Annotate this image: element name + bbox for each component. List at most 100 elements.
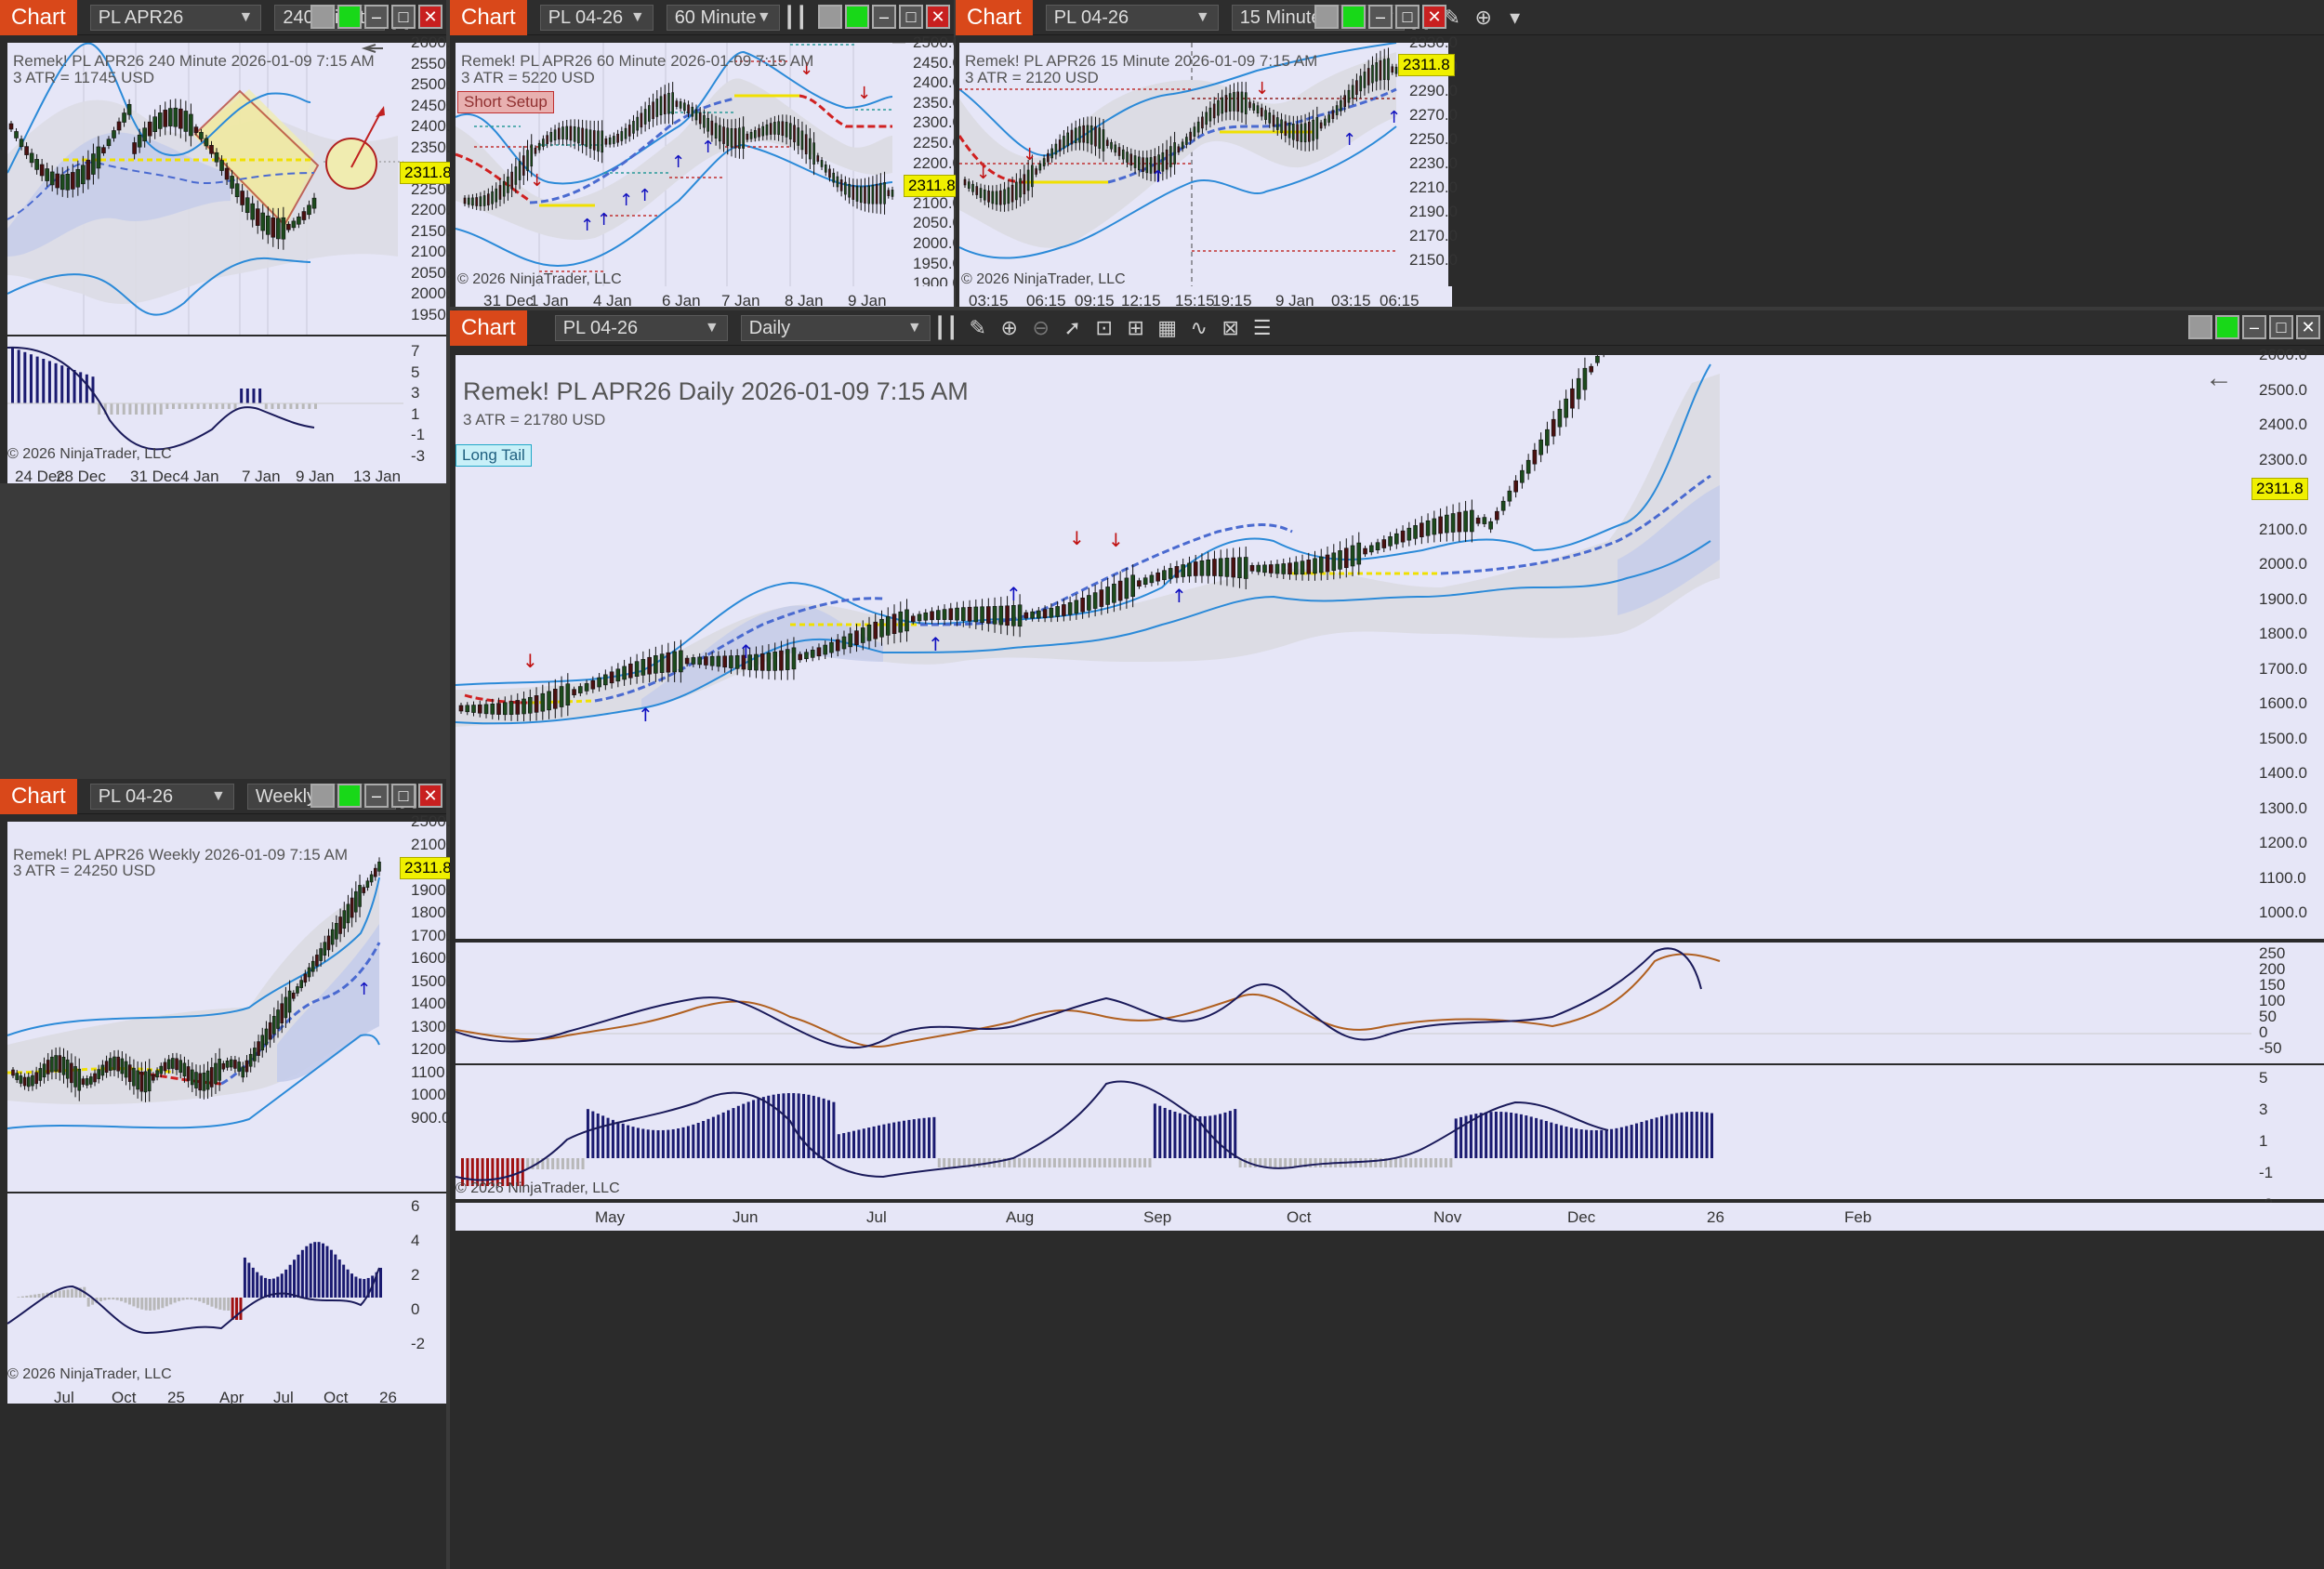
back-arrow-icon[interactable]: ←: [2205, 363, 2233, 393]
price-chart-weekly: ↑: [7, 857, 381, 1129]
data-box-icon[interactable]: ⊡: [1095, 315, 1113, 339]
time-axis[interactable]: May Jun Jul Aug Sep Oct Nov Dec 26 Feb: [456, 1203, 2324, 1231]
instrument-selector[interactable]: PL 04-26 ▼: [554, 314, 728, 341]
time-axis[interactable]: Jul Oct 25 Apr Jul Oct 26: [7, 1383, 446, 1406]
oscillator-panel[interactable]: © 2026 NinjaTrader, LLC: [7, 1193, 403, 1383]
oscillator-panel-2[interactable]: © 2026 NinjaTrader, LLC: [456, 1065, 2251, 1199]
time-tick-label: 26: [1707, 1208, 1724, 1226]
svg-text:↑: ↑: [580, 216, 594, 235]
svg-text:↓: ↓: [1069, 527, 1085, 549]
pointer-icon[interactable]: ➚: [1063, 315, 1081, 339]
price-axis[interactable]: 2600.02550.02500.02450.02400.02350.02300…: [400, 33, 459, 335]
atr-label: 3 ATR = 11745 USD: [13, 69, 154, 86]
instrument-link-button[interactable]: [1341, 5, 1366, 29]
price-panel[interactable]: ↑ ↑ ↑ ↑ ↑ ↑ ↓ ↓ ↓ Remek! PL APR26 60 Minute 202…: [456, 43, 905, 286]
instrument-value: PL APR26: [98, 7, 184, 28]
properties-icon[interactable]: ⊞: [1127, 315, 1144, 339]
axis-tick-label: 1400.0: [2259, 764, 2307, 782]
price-axis[interactable]: 2330.02310.02290.02270.02250.02230.02210…: [1398, 33, 1458, 286]
maximize-button[interactable]: □: [2269, 315, 2293, 339]
instrument-selector[interactable]: PL 04-26 ▼: [1045, 4, 1219, 31]
drawing-tool-icon[interactable]: ✎: [1443, 5, 1460, 29]
dropdown-icon[interactable]: ▾: [1510, 5, 1521, 29]
color-link-button[interactable]: [310, 784, 335, 808]
maximize-button[interactable]: □: [1395, 5, 1419, 29]
color-link-button[interactable]: [1314, 5, 1339, 29]
close-button[interactable]: ✕: [1422, 5, 1446, 29]
svg-text:↑: ↑: [928, 633, 944, 655]
axis-tick-label: 1300.0: [411, 1017, 459, 1035]
close-button[interactable]: ✕: [926, 5, 950, 29]
copyright: © 2026 NinjaTrader, LLC: [7, 446, 172, 462]
svg-text:↑: ↑: [1171, 585, 1187, 607]
time-axis[interactable]: 24 Dec 28 Dec 31 Dec 4 Jan 7 Jan 9 Jan 13 Jan: [7, 462, 446, 485]
chart-trader-icon[interactable]: ▦: [1157, 315, 1178, 339]
price-panel[interactable]: Remek! PL APR26 240 Minute 2026-01-09 7:…: [7, 43, 403, 335]
instrument-selector[interactable]: PL 04-26 ▼: [539, 4, 654, 31]
maximize-button[interactable]: □: [899, 5, 923, 29]
instrument-link-button[interactable]: [337, 5, 362, 29]
instrument-link-button[interactable]: [2215, 315, 2239, 339]
maximize-button[interactable]: □: [391, 5, 416, 29]
svg-text:↑: ↑: [738, 640, 754, 663]
axis-tick-label: 2210.0: [1409, 178, 1458, 196]
color-link-button[interactable]: [818, 5, 842, 29]
svg-text:↑: ↑: [638, 186, 652, 205]
chart-brand-label: Chart: [0, 0, 77, 35]
close-button[interactable]: ✕: [418, 784, 442, 808]
price-panel[interactable]: ↑ ↑ ↑ ↑ ↑ ↓ ↓ ↓ Remek! PL APR26 Daily 2026-01-…: [456, 355, 2251, 939]
indicators-icon[interactable]: ⊠: [1221, 315, 1239, 339]
axis-tick-label: 1300.0: [2259, 798, 2307, 817]
axis-tick-label: 1700.0: [2259, 659, 2307, 678]
color-link-button[interactable]: [310, 5, 335, 29]
axis-tick-label: 2600.0: [411, 33, 459, 51]
oscillator-chart-240: [7, 346, 403, 451]
instrument-selector[interactable]: PL 04-26 ▼: [89, 783, 234, 810]
price-axis[interactable]: 2600.02500.02400.02300.02200.02100.02000…: [2251, 346, 2324, 939]
minimize-button[interactable]: –: [1368, 5, 1393, 29]
price-panel[interactable]: ↑ Remek! PL APR26 Weekly 2026-01-09 7:15…: [7, 822, 403, 1192]
drawing-tool-icon[interactable]: ✎: [969, 315, 986, 339]
bar-type-icon[interactable]: ┃┃: [933, 315, 958, 339]
instrument-link-button[interactable]: [337, 784, 362, 808]
price-panel[interactable]: ↑ ↑ ↑ ↓ ↓ ↓ Remek! PL APR26 15 Minute 2026-0…: [959, 43, 1402, 286]
svg-text:↓: ↓: [530, 171, 544, 191]
price-axis[interactable]: 2500.02100.02000.01900.01800.01700.01600…: [400, 812, 459, 1192]
color-link-button[interactable]: [2188, 315, 2212, 339]
axis-tick-label: 2000.0: [913, 234, 961, 252]
list-icon[interactable]: ☰: [1252, 315, 1272, 339]
interval-value: 15 Minute: [1239, 7, 1322, 28]
copyright: © 2026 NinjaTrader, LLC: [457, 271, 622, 286]
minimize-button[interactable]: –: [364, 5, 389, 29]
price-axis[interactable]: 2500.0 2450.0 2400.0 2350.0 2300.0 2250.0 2200…: [904, 33, 961, 292]
time-axis[interactable]: 31 Dec 1 Jan 4 Jan 6 Jan 7 Jan 8 Jan 9 Jan: [456, 286, 954, 310]
toolbar: Chart PL 04-26▼ 15 Minute▼ ┃┃ ✎ ⊕ ▾ –□✕: [956, 0, 2324, 35]
zoom-out-icon[interactable]: ⊖: [1032, 315, 1050, 339]
maximize-button[interactable]: □: [391, 784, 416, 808]
minimize-button[interactable]: –: [364, 784, 389, 808]
strategy-icon[interactable]: ∿: [1190, 315, 1208, 339]
instrument-link-button[interactable]: [845, 5, 869, 29]
time-axis[interactable]: 03:15 06:15 09:15 12:15 15:15 19:15 9 Jan 03:15…: [959, 286, 1452, 310]
time-tick-label: 13 Jan: [353, 468, 402, 485]
close-button[interactable]: ✕: [2296, 315, 2320, 339]
minimize-button[interactable]: –: [872, 5, 896, 29]
zoom-icon[interactable]: ⊕: [1474, 5, 1492, 29]
interval-value: Weekly: [255, 785, 317, 807]
axis-tick-label: 2330.0: [1409, 33, 1458, 51]
svg-text:↑: ↑: [1387, 108, 1401, 127]
interval-selector[interactable]: 60 Minute ▼: [666, 4, 780, 31]
chevron-down-icon: ▼: [756, 8, 772, 25]
copyright: © 2026 NinjaTrader, LLC: [7, 1366, 172, 1382]
time-tick-label: 31 Dec: [130, 468, 180, 485]
oscillator-panel[interactable]: © 2026 NinjaTrader, LLC: [7, 336, 403, 462]
oscillator-panel-1[interactable]: [456, 943, 2251, 1063]
axis-tick-label: 7: [411, 342, 420, 360]
axis-tick-label: 1200.0: [411, 1040, 459, 1058]
minimize-button[interactable]: –: [2242, 315, 2266, 339]
zoom-in-icon[interactable]: ⊕: [1000, 315, 1018, 339]
interval-selector[interactable]: Daily ▼: [740, 314, 931, 341]
bar-type-icon[interactable]: ┃┃: [783, 5, 808, 29]
close-button[interactable]: ✕: [418, 5, 442, 29]
instrument-selector[interactable]: PL APR26 ▼: [89, 4, 262, 31]
